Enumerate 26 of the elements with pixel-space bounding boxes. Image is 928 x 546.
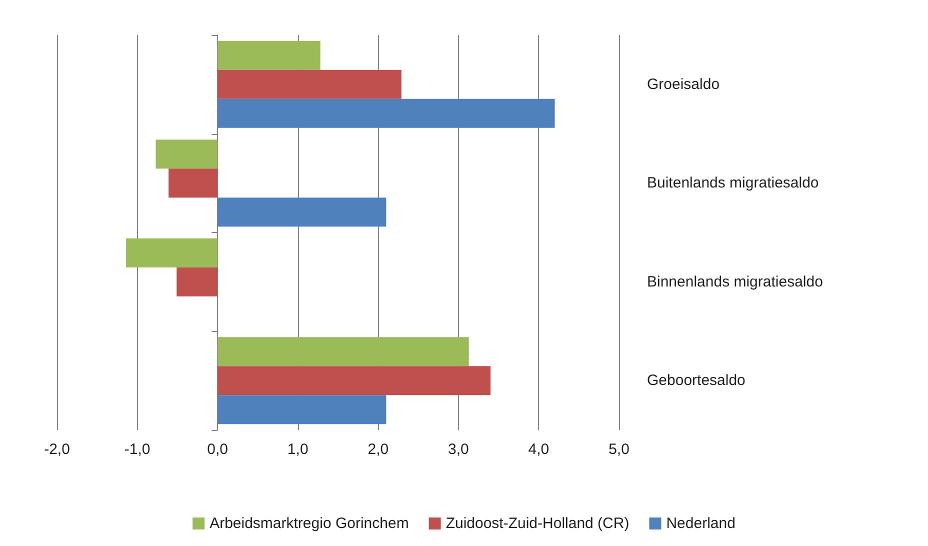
- legend-label: Zuidoost-Zuid-Holland (CR): [446, 515, 630, 532]
- bar: [218, 70, 402, 99]
- x-tick-label: -1,0: [124, 441, 150, 458]
- x-tick-label: 1,0: [287, 441, 308, 458]
- y-tick-label: Geboortesaldo: [647, 372, 746, 390]
- bar: [176, 267, 218, 296]
- bar: [218, 366, 491, 396]
- legend-label: Arbeidsmarktregio Gorinchem: [210, 515, 409, 532]
- bar: [218, 198, 386, 227]
- bar: [156, 140, 218, 169]
- x-tick-label: 4,0: [528, 441, 550, 458]
- bar: [218, 337, 469, 366]
- x-tick-label: 0,0: [207, 441, 228, 458]
- y-tick-label: Groeisaldo: [647, 76, 720, 93]
- x-tick-label: 5,0: [608, 441, 630, 458]
- bar: [218, 98, 555, 128]
- x-tick-label: -2,0: [44, 441, 70, 458]
- bar: [218, 395, 386, 424]
- bar: [218, 40, 320, 70]
- y-tick-label: Binnenlands migratiesaldo: [647, 273, 823, 290]
- y-tick-label: Buitenlands migratiesaldo: [647, 174, 819, 192]
- bar: [168, 168, 218, 198]
- x-tick-label: 2,0: [368, 441, 389, 458]
- legend-label: Nederland: [666, 515, 736, 532]
- x-tick-label: 3,0: [448, 441, 469, 458]
- bar: [126, 238, 218, 268]
